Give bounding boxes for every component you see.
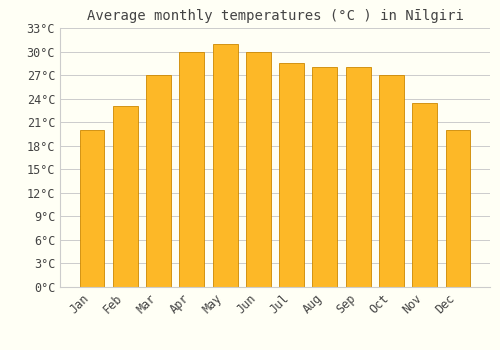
Title: Average monthly temperatures (°C ) in Nīlgiri: Average monthly temperatures (°C ) in Nī…: [86, 9, 464, 23]
Bar: [113, 106, 138, 287]
Bar: [446, 130, 470, 287]
Bar: [80, 130, 104, 287]
Bar: [146, 75, 171, 287]
Bar: [212, 44, 238, 287]
Bar: [346, 67, 370, 287]
Bar: [412, 103, 437, 287]
Bar: [180, 51, 204, 287]
Bar: [379, 75, 404, 287]
Bar: [246, 51, 271, 287]
Bar: [312, 67, 338, 287]
Bar: [279, 63, 304, 287]
